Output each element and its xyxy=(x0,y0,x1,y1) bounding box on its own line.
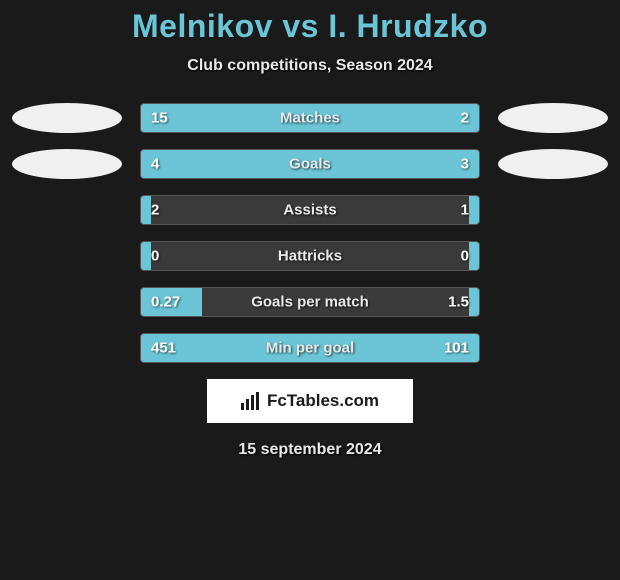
stat-bar: 2 1 Assists xyxy=(140,195,480,225)
stat-name: Matches xyxy=(280,110,340,127)
stat-name: Min per goal xyxy=(266,340,354,357)
stat-value-right: 1.5 xyxy=(448,294,469,311)
player2-avatar xyxy=(498,287,608,317)
player2-avatar xyxy=(498,333,608,363)
player1-avatar xyxy=(12,149,122,179)
stat-value-left: 4 xyxy=(151,156,159,173)
stat-name: Assists xyxy=(283,202,336,219)
stat-bar: 4 3 Goals xyxy=(140,149,480,179)
player2-avatar xyxy=(498,195,608,225)
stat-row: 0 0 Hattricks xyxy=(0,241,620,271)
comparison-infographic: Melnikov vs I. Hrudzko Club competitions… xyxy=(0,0,620,459)
page-title: Melnikov vs I. Hrudzko xyxy=(0,8,620,45)
bar-segment-left xyxy=(141,104,405,132)
subtitle: Club competitions, Season 2024 xyxy=(0,57,620,75)
player2-avatar xyxy=(498,103,608,133)
player1-avatar xyxy=(12,333,122,363)
stat-value-right: 1 xyxy=(461,202,469,219)
date-label: 15 september 2024 xyxy=(0,441,620,459)
player1-avatar xyxy=(12,103,122,133)
logo-box: FcTables.com xyxy=(207,379,413,423)
logo-text: FcTables.com xyxy=(267,391,379,411)
stat-value-right: 0 xyxy=(461,248,469,265)
stat-row: 4 3 Goals xyxy=(0,149,620,179)
stat-bar: 451 101 Min per goal xyxy=(140,333,480,363)
stat-value-right: 3 xyxy=(461,156,469,173)
player1-avatar xyxy=(12,241,122,271)
stat-value-left: 2 xyxy=(151,202,159,219)
comparison-chart: 15 2 Matches 4 3 Goals 2 1 Assists 0 0 Hattricks 0.2… xyxy=(0,103,620,363)
player1-name: Melnikov xyxy=(132,8,273,44)
player2-avatar xyxy=(498,149,608,179)
stat-name: Goals per match xyxy=(251,294,369,311)
stat-value-left: 0 xyxy=(151,248,159,265)
stat-value-left: 451 xyxy=(151,340,176,357)
player2-name: I. Hrudzko xyxy=(328,8,488,44)
player1-avatar xyxy=(12,195,122,225)
stat-name: Goals xyxy=(289,156,331,173)
stat-value-right: 2 xyxy=(461,110,469,127)
stat-name: Hattricks xyxy=(278,248,342,265)
stat-value-right: 101 xyxy=(444,340,469,357)
stat-value-left: 0.27 xyxy=(151,294,180,311)
stat-row: 2 1 Assists xyxy=(0,195,620,225)
bar-chart-icon xyxy=(241,392,261,410)
bar-segment-left xyxy=(141,196,151,224)
bar-segment-left xyxy=(141,242,151,270)
bar-segment-right xyxy=(469,196,479,224)
stat-bar: 0 0 Hattricks xyxy=(140,241,480,271)
vs-label: vs xyxy=(282,8,319,44)
bar-segment-right xyxy=(469,242,479,270)
stat-row: 15 2 Matches xyxy=(0,103,620,133)
player1-avatar xyxy=(12,287,122,317)
player2-avatar xyxy=(498,241,608,271)
stat-row: 451 101 Min per goal xyxy=(0,333,620,363)
stat-bar: 15 2 Matches xyxy=(140,103,480,133)
bar-segment-right xyxy=(469,288,479,316)
stat-value-left: 15 xyxy=(151,110,168,127)
stat-row: 0.27 1.5 Goals per match xyxy=(0,287,620,317)
stat-bar: 0.27 1.5 Goals per match xyxy=(140,287,480,317)
